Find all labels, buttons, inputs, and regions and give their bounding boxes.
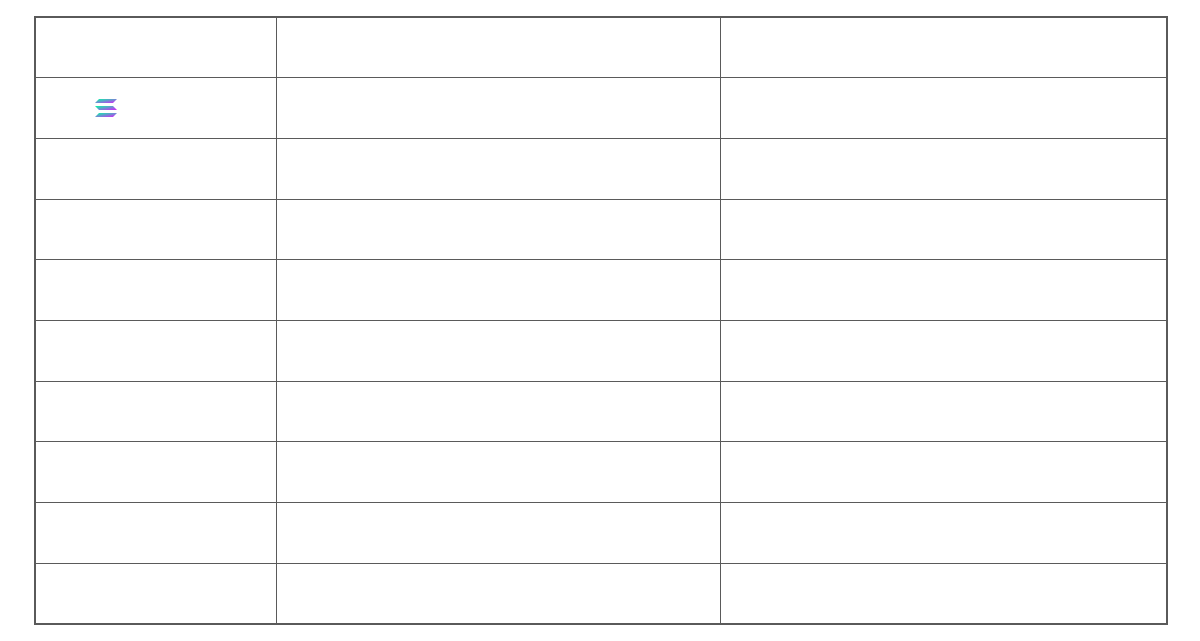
table-row xyxy=(34,198,1168,261)
table-cell xyxy=(719,77,1168,139)
table-row xyxy=(34,441,1168,503)
table-row xyxy=(34,562,1168,625)
table-cell xyxy=(34,137,277,200)
table-row xyxy=(34,502,1168,564)
table-row xyxy=(34,137,1168,200)
table-cell xyxy=(275,259,721,321)
table-cell xyxy=(275,77,721,139)
table-cell xyxy=(275,319,721,382)
table-cell xyxy=(719,137,1168,200)
table-cell xyxy=(34,441,277,503)
table-cell xyxy=(719,198,1168,261)
table-cell xyxy=(275,137,721,200)
table-cell xyxy=(34,562,277,625)
table-cell xyxy=(275,16,721,79)
table-container xyxy=(34,16,1168,625)
table-cell xyxy=(34,16,277,79)
table-cell xyxy=(275,502,721,564)
table-cell xyxy=(719,562,1168,625)
table-row xyxy=(34,319,1168,382)
data-table xyxy=(34,16,1168,625)
table-cell xyxy=(275,562,721,625)
table-cell xyxy=(719,380,1168,443)
table-cell xyxy=(34,380,277,443)
table-cell xyxy=(34,198,277,261)
table-cell xyxy=(275,198,721,261)
table-cell xyxy=(719,16,1168,79)
table-cell xyxy=(275,380,721,443)
table-cell xyxy=(719,319,1168,382)
table-row xyxy=(34,77,1168,139)
table-row xyxy=(34,380,1168,443)
table-row xyxy=(34,259,1168,321)
table-cell xyxy=(34,502,277,564)
table-cell xyxy=(719,259,1168,321)
table-cell xyxy=(34,259,277,321)
table-header-row xyxy=(34,16,1168,79)
table-cell xyxy=(275,441,721,503)
solana-logo-icon xyxy=(94,98,118,118)
table-cell xyxy=(719,441,1168,503)
table-cell xyxy=(34,319,277,382)
table-cell-logo xyxy=(34,77,277,139)
table-cell xyxy=(719,502,1168,564)
